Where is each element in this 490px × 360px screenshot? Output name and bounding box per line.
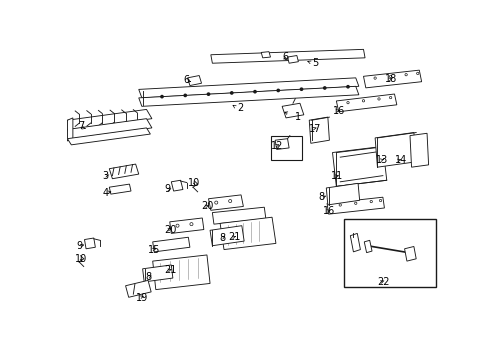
Polygon shape <box>336 94 397 112</box>
Text: 22: 22 <box>377 277 390 287</box>
Text: 10: 10 <box>188 177 200 188</box>
Text: 16: 16 <box>333 106 345 116</box>
Circle shape <box>323 87 326 89</box>
Text: 15: 15 <box>148 244 160 255</box>
Text: 6: 6 <box>183 75 189 85</box>
Text: 9: 9 <box>77 241 83 251</box>
Text: 13: 13 <box>376 155 388 165</box>
Polygon shape <box>405 247 416 261</box>
Polygon shape <box>410 133 429 167</box>
Polygon shape <box>170 218 204 233</box>
Circle shape <box>254 90 256 93</box>
Text: 10: 10 <box>75 254 87 264</box>
Bar <box>344 219 436 287</box>
Circle shape <box>277 89 279 91</box>
Polygon shape <box>139 78 359 98</box>
Polygon shape <box>309 117 329 143</box>
Polygon shape <box>68 119 152 139</box>
Polygon shape <box>261 52 270 58</box>
Text: 17: 17 <box>309 124 321 134</box>
Polygon shape <box>211 49 365 63</box>
Text: 3: 3 <box>102 171 108 181</box>
Text: 12: 12 <box>271 141 284 150</box>
Polygon shape <box>327 197 385 214</box>
Circle shape <box>347 86 349 88</box>
Text: 11: 11 <box>331 171 343 181</box>
Text: 18: 18 <box>385 75 397 84</box>
Polygon shape <box>333 147 387 186</box>
Text: 7: 7 <box>78 121 85 131</box>
Text: 20: 20 <box>164 225 177 235</box>
Polygon shape <box>143 265 173 282</box>
Polygon shape <box>275 139 289 149</box>
Polygon shape <box>209 195 244 210</box>
Polygon shape <box>350 233 361 252</box>
Circle shape <box>161 95 163 98</box>
Polygon shape <box>188 76 201 86</box>
Text: 9: 9 <box>164 184 171 194</box>
Polygon shape <box>326 183 360 205</box>
Circle shape <box>184 94 186 96</box>
Polygon shape <box>210 226 244 246</box>
Polygon shape <box>364 240 372 253</box>
Text: 16: 16 <box>323 206 336 216</box>
Polygon shape <box>84 238 96 249</box>
Text: 8: 8 <box>220 233 225 243</box>
Polygon shape <box>220 217 276 249</box>
Circle shape <box>207 93 210 95</box>
Polygon shape <box>153 237 190 252</box>
Text: 8: 8 <box>318 192 325 202</box>
Polygon shape <box>375 132 416 167</box>
Text: 6: 6 <box>282 52 288 62</box>
Polygon shape <box>288 55 298 63</box>
Polygon shape <box>364 70 421 88</box>
Text: 2: 2 <box>237 103 244 113</box>
Polygon shape <box>139 86 359 106</box>
Text: 20: 20 <box>201 202 214 211</box>
Polygon shape <box>282 103 304 118</box>
Text: 4: 4 <box>102 188 108 198</box>
Bar <box>270 136 301 160</box>
Circle shape <box>231 92 233 94</box>
Text: 1: 1 <box>295 112 301 122</box>
Polygon shape <box>68 128 150 145</box>
Polygon shape <box>172 180 183 191</box>
Polygon shape <box>125 280 151 297</box>
Polygon shape <box>68 109 152 130</box>
Text: 19: 19 <box>136 293 148 303</box>
Circle shape <box>300 88 303 90</box>
Text: 21: 21 <box>164 265 177 275</box>
Polygon shape <box>109 164 139 179</box>
Text: 5: 5 <box>312 58 318 68</box>
Text: 14: 14 <box>394 155 407 165</box>
Polygon shape <box>153 255 210 289</box>
Polygon shape <box>109 184 131 194</box>
Text: 21: 21 <box>229 232 241 242</box>
Polygon shape <box>212 207 266 224</box>
Text: 8: 8 <box>145 272 151 282</box>
Polygon shape <box>68 118 73 141</box>
